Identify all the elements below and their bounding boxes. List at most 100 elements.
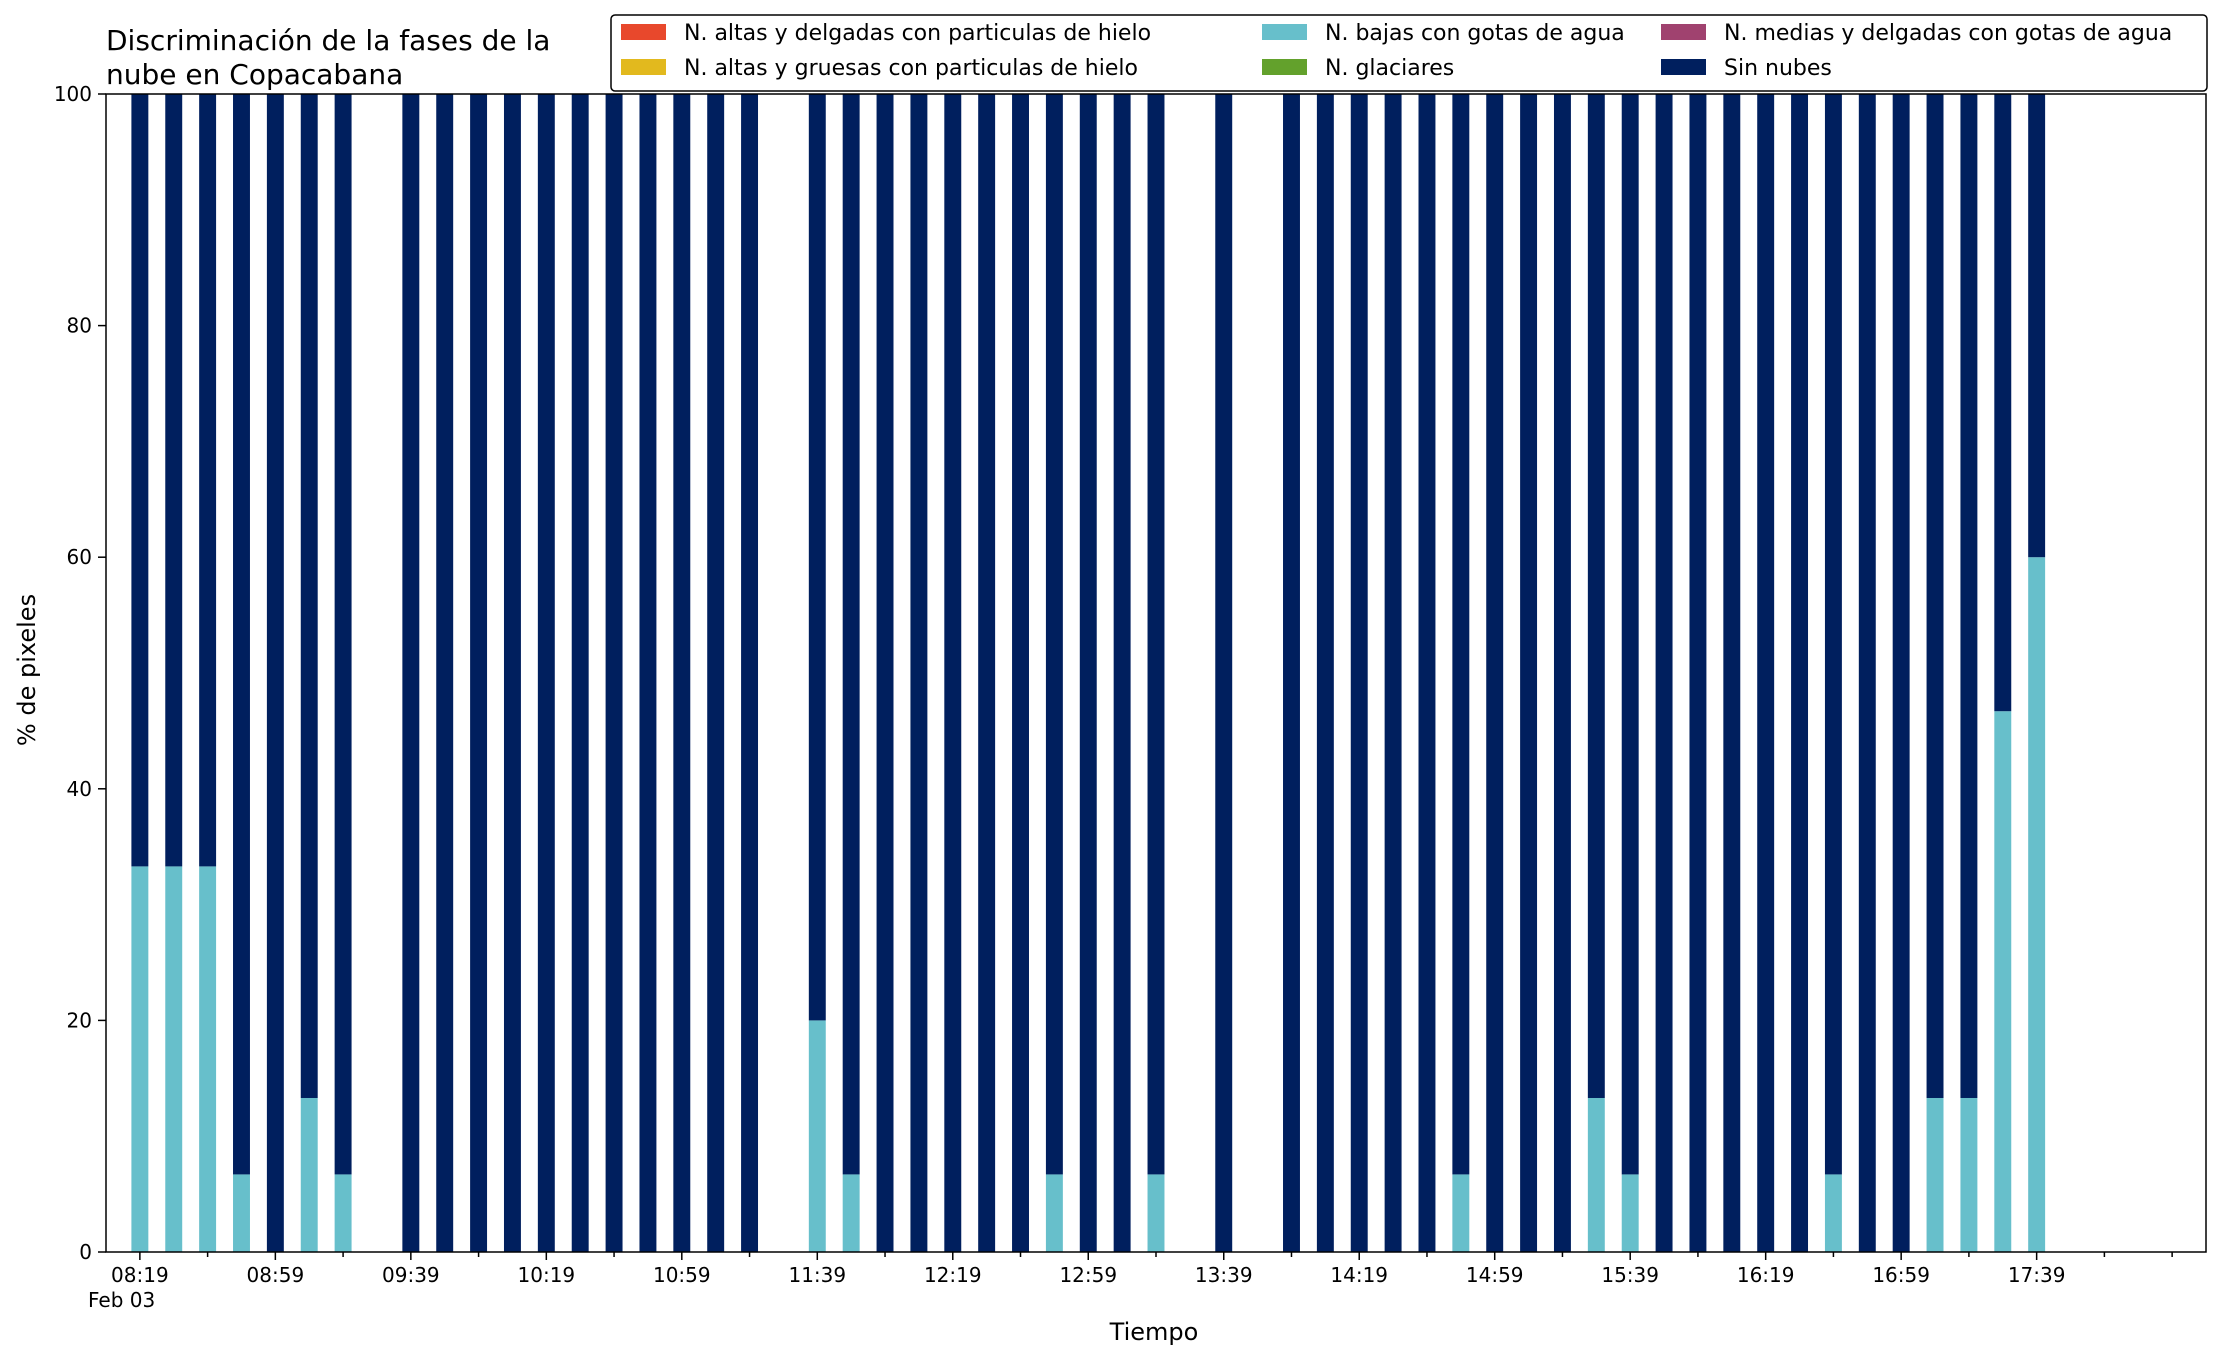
bar-segment — [2028, 557, 2046, 1252]
bar-segment — [605, 94, 623, 1252]
bar-segment — [131, 94, 149, 867]
legend-label: N. altas y delgadas con particulas de hi… — [684, 21, 1151, 46]
bar-segment — [1824, 1174, 1842, 1252]
bar-segment — [1316, 94, 1334, 1252]
x-tick-label: 15:39 — [1601, 1263, 1659, 1287]
bar-segment — [537, 94, 555, 1252]
legend-label: N. medias y delgadas con gotas de agua — [1724, 21, 2172, 46]
bar-segment — [334, 1174, 352, 1252]
bar-segment — [673, 94, 691, 1252]
bar-segment — [199, 866, 217, 1252]
bar-segment — [910, 94, 928, 1252]
bar-segment — [1858, 94, 1876, 1252]
bar-segment — [1012, 94, 1029, 1252]
bar-segment — [1723, 94, 1741, 1252]
bar-segment — [1452, 94, 1470, 1175]
bar-segment — [1689, 94, 1707, 1252]
bar-segment — [1926, 1097, 1944, 1252]
bar-segment — [808, 1020, 826, 1252]
bar-segment — [944, 94, 962, 1252]
legend-swatch — [621, 59, 666, 75]
x-tick-label: 14:59 — [1466, 1263, 1524, 1287]
bar-segment — [1960, 94, 1978, 1098]
bar-segment — [1994, 94, 2012, 712]
bar-segment — [233, 1174, 250, 1252]
legend-swatch — [1262, 24, 1307, 40]
bar-segment — [233, 94, 250, 1175]
bar-segment — [1452, 1174, 1470, 1252]
x-tick-label: 08:19 — [111, 1263, 169, 1287]
bar-segment — [1486, 94, 1504, 1252]
x-tick-label: 08:59 — [247, 1263, 305, 1287]
bar-segment — [842, 94, 860, 1175]
x-tick-label: 10:59 — [653, 1263, 711, 1287]
chart-title-line-2: nube en Copacabana — [106, 58, 403, 91]
y-tick-label: 0 — [79, 1240, 92, 1264]
bar-segment — [1079, 94, 1097, 1252]
bar-segment — [1621, 1174, 1639, 1252]
y-tick-label: 20 — [67, 1008, 92, 1032]
x-tick-label: 10:19 — [518, 1263, 576, 1287]
bar-segment — [1655, 94, 1673, 1252]
bar-segment — [1384, 94, 1402, 1252]
bar-segment — [266, 94, 284, 1252]
bar-segment — [2028, 94, 2046, 558]
bar-segment — [741, 94, 759, 1252]
y-tick-label: 40 — [67, 777, 92, 801]
bar-segment — [1147, 94, 1165, 1175]
y-tick-label: 100 — [54, 82, 92, 106]
bar-segment — [1587, 94, 1605, 1098]
bar-segment — [707, 94, 725, 1252]
bar-segment — [1418, 94, 1436, 1252]
bar-segment — [808, 94, 826, 1021]
legend-box — [610, 14, 2208, 92]
bar-segment — [571, 94, 589, 1252]
x-tick-label: 11:39 — [788, 1263, 846, 1287]
bar-segment — [876, 94, 894, 1252]
bar-segment — [842, 1174, 860, 1252]
bar-segment — [1587, 1097, 1605, 1252]
bar-segment — [1045, 1174, 1063, 1252]
bar-segment — [1892, 94, 1910, 1252]
bar-segment — [1621, 94, 1639, 1175]
legend-label: Sin nubes — [1724, 56, 1832, 81]
y-axis-label: % de pixeles — [13, 594, 41, 746]
bar-segment — [436, 94, 454, 1252]
legend-swatch — [1262, 59, 1307, 75]
x-tick-label: 17:39 — [2008, 1263, 2066, 1287]
chart-title-line-1: Discriminación de la fases de la — [106, 24, 550, 57]
bars-layer — [131, 94, 2046, 1252]
bar-segment — [300, 1097, 318, 1252]
bar-segment — [639, 94, 657, 1252]
legend-swatch — [1661, 24, 1706, 40]
x-axis-ticks: 08:19 08:59 09:39 10:19 10:59 11:39 12:19 12:59… — [111, 1252, 2173, 1287]
legend-swatch — [1661, 59, 1706, 75]
bar-segment — [1215, 94, 1233, 1252]
bar-segment — [1520, 94, 1538, 1252]
bar-segment — [1045, 94, 1063, 1175]
plot-frame — [105, 93, 2207, 1253]
bar-segment — [402, 94, 420, 1252]
bar-segment — [131, 866, 149, 1252]
y-tick-label: 80 — [67, 314, 92, 338]
x-tick-label: 16:19 — [1737, 1263, 1795, 1287]
bar-segment — [334, 94, 352, 1175]
x-date-label: Feb 03 — [88, 1288, 155, 1312]
bar-segment — [1926, 94, 1944, 1098]
bar-segment — [199, 94, 217, 867]
y-axis-ticks: 0 20 40 60 80 100 — [54, 82, 106, 1264]
x-axis-label: Tiempo — [1109, 1318, 1199, 1346]
y-tick-label: 60 — [67, 545, 92, 569]
x-tick-label: 12:19 — [924, 1263, 982, 1287]
legend-label: N. altas y gruesas con particulas de hie… — [684, 56, 1138, 81]
bar-segment — [1791, 94, 1809, 1252]
legend: N. altas y delgadas con particulas de hi… — [610, 14, 2208, 92]
x-tick-label: 16:59 — [1872, 1263, 1930, 1287]
bar-segment — [1757, 94, 1775, 1252]
bar-segment — [978, 94, 996, 1252]
bar-segment — [503, 94, 521, 1252]
bar-segment — [1960, 1097, 1978, 1252]
x-tick-label: 12:59 — [1059, 1263, 1117, 1287]
bar-segment — [1283, 94, 1300, 1252]
